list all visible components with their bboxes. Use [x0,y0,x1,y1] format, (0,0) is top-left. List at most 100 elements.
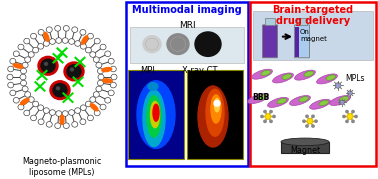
Text: X-ray CT: X-ray CT [182,66,218,75]
Circle shape [214,100,220,106]
Circle shape [98,74,104,80]
Text: MPLs: MPLs [345,74,364,83]
Circle shape [20,80,26,86]
Circle shape [352,120,354,122]
FancyBboxPatch shape [187,71,243,159]
Circle shape [110,66,116,72]
Circle shape [43,41,50,46]
Circle shape [85,101,91,107]
Circle shape [62,38,68,43]
Circle shape [24,38,30,44]
Circle shape [13,51,19,57]
Circle shape [24,110,30,116]
Circle shape [108,58,114,64]
Ellipse shape [143,90,165,147]
Circle shape [38,30,44,35]
Circle shape [63,123,69,129]
Circle shape [56,87,59,90]
Ellipse shape [277,98,287,104]
Circle shape [8,66,14,72]
Circle shape [98,80,104,86]
Ellipse shape [299,96,308,102]
Circle shape [343,115,345,118]
FancyBboxPatch shape [265,18,275,25]
Circle shape [96,86,102,92]
Ellipse shape [90,104,98,111]
Circle shape [28,97,34,102]
Circle shape [85,47,91,53]
Circle shape [38,43,44,49]
Circle shape [303,120,305,122]
Circle shape [56,38,62,43]
Ellipse shape [102,79,112,83]
FancyBboxPatch shape [126,2,248,166]
Circle shape [81,43,86,49]
Ellipse shape [214,99,220,112]
Circle shape [22,62,28,68]
Circle shape [87,33,93,39]
Circle shape [25,57,31,62]
Circle shape [67,65,81,78]
Circle shape [346,120,348,122]
Circle shape [273,115,275,118]
Circle shape [10,58,16,64]
Ellipse shape [153,104,159,121]
Circle shape [270,120,272,122]
Circle shape [18,104,24,110]
Ellipse shape [294,70,315,80]
Circle shape [53,84,67,97]
Circle shape [105,97,111,103]
Circle shape [75,41,81,46]
Circle shape [93,92,99,97]
Circle shape [94,110,100,116]
Circle shape [18,44,24,50]
Circle shape [8,82,14,88]
Circle shape [306,125,308,127]
Text: Magnet: Magnet [290,146,320,155]
Ellipse shape [13,64,23,68]
Circle shape [33,47,39,53]
Circle shape [270,110,272,113]
Ellipse shape [252,69,273,79]
Circle shape [81,105,86,110]
Circle shape [100,44,106,50]
Ellipse shape [44,32,49,41]
Ellipse shape [150,101,160,128]
Ellipse shape [310,99,330,109]
Ellipse shape [281,138,329,146]
Circle shape [64,62,84,81]
Circle shape [63,26,69,31]
Circle shape [20,74,26,80]
Circle shape [43,108,50,113]
Circle shape [264,120,266,122]
Circle shape [98,68,104,74]
Circle shape [38,105,44,110]
Circle shape [10,90,16,96]
Circle shape [28,52,34,57]
FancyBboxPatch shape [253,11,373,60]
Circle shape [87,115,93,121]
Ellipse shape [147,96,161,137]
Ellipse shape [273,73,293,83]
Circle shape [312,125,314,127]
Ellipse shape [211,95,221,123]
Circle shape [72,27,78,33]
Circle shape [105,51,111,57]
Text: MRI: MRI [179,21,195,30]
Circle shape [352,110,354,113]
Circle shape [170,37,186,51]
Circle shape [315,120,317,122]
FancyBboxPatch shape [281,142,329,153]
Circle shape [111,74,117,80]
Circle shape [31,115,37,121]
Circle shape [55,123,61,129]
FancyBboxPatch shape [250,2,376,166]
Circle shape [96,62,102,68]
Text: MPI: MPI [141,66,155,75]
Circle shape [108,90,114,96]
Circle shape [264,110,266,113]
Ellipse shape [268,97,288,107]
Circle shape [347,114,353,119]
Circle shape [45,62,48,65]
FancyBboxPatch shape [294,25,310,58]
